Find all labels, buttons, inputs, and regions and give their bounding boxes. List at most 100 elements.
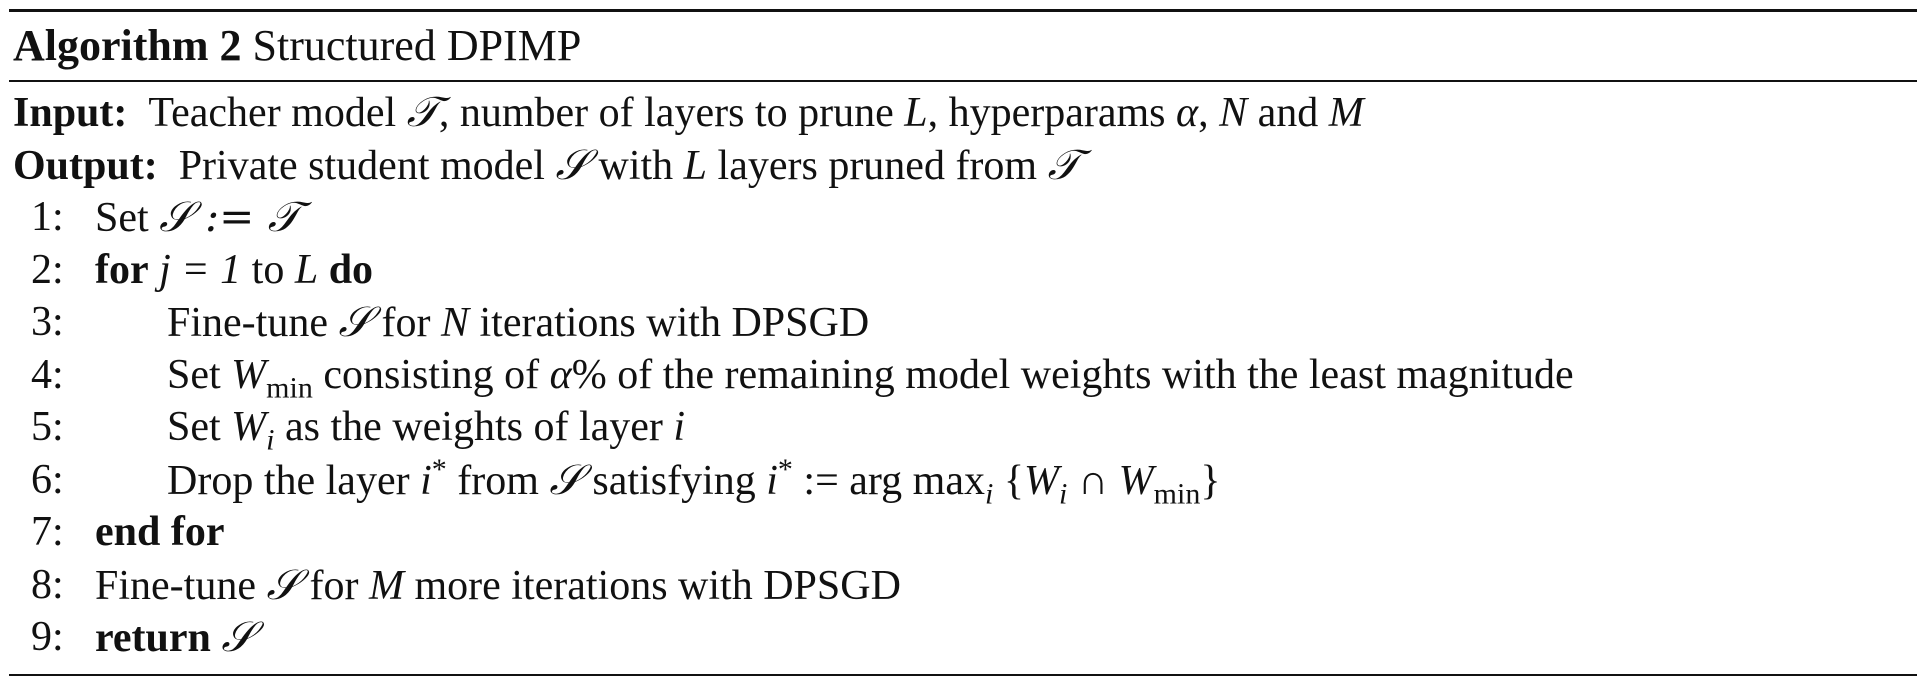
n-symbol: N — [440, 300, 469, 346]
subscript: i — [266, 423, 275, 457]
student-symbol: 𝒮 — [221, 612, 254, 661]
layers-symbol: L — [904, 90, 928, 136]
line-statement: Fine-tune 𝒮 for N iterations with DPSGD — [167, 296, 869, 350]
m-symbol: M — [1328, 90, 1364, 136]
output-line: Output: Private student model 𝒮 with L l… — [9, 139, 1917, 192]
algorithm-line: 6: Drop the layer i* from 𝒮 satisfying i… — [9, 454, 1917, 508]
input-text-e: and — [1247, 90, 1329, 136]
argmax-operator: := arg max — [792, 457, 985, 504]
subscript: min — [1153, 476, 1201, 510]
line-text: for — [298, 562, 369, 609]
line-statement: return 𝒮 — [95, 611, 254, 665]
line-text: for — [370, 300, 441, 346]
end-for-keyword: end for — [95, 509, 225, 555]
algorithm-line: 5: Set Wi as the weights of layer i — [9, 401, 1917, 457]
i-symbol: i — [420, 457, 432, 504]
algorithm-title: Structured DPIMP — [252, 21, 582, 70]
input-text-d: , — [1198, 90, 1220, 136]
subscript: min — [266, 370, 313, 404]
line-text: Fine-tune — [167, 300, 339, 346]
line-text: iterations with DPSGD — [468, 300, 870, 346]
line-number: 3: — [31, 299, 64, 345]
line-text: more iterations with DPSGD — [403, 562, 901, 609]
student-symbol: 𝒮 — [549, 454, 582, 504]
line-statement: Fine-tune 𝒮 for M more iterations with D… — [95, 559, 901, 613]
layers-symbol: L — [683, 142, 708, 189]
line-statement: Set Wmin consisting of α% of the remaini… — [167, 349, 1574, 404]
line-number: 9: — [31, 614, 64, 660]
line-text: Set — [167, 351, 232, 398]
alpha-symbol: α — [549, 351, 572, 398]
output-text-c: layers pruned from — [707, 142, 1048, 189]
math-expression: j = 1 — [159, 246, 242, 293]
algorithm-line: 9: return 𝒮 — [9, 611, 1917, 664]
return-keyword: return — [95, 615, 211, 661]
algorithm-box: Algorithm 2 Structured DPIMP Input: Teac… — [9, 9, 1917, 676]
line-number: 5: — [31, 404, 64, 450]
line-text: Drop the layer — [167, 457, 421, 504]
input-text-c: , hyperparams — [927, 90, 1177, 136]
output-text-a: Private student model — [178, 142, 556, 189]
brace-close: } — [1200, 457, 1221, 504]
line-statement: Set 𝒮 := 𝒯 — [95, 191, 300, 245]
line-text: to — [241, 246, 295, 293]
line-number: 8: — [31, 561, 64, 608]
do-keyword: do — [328, 246, 374, 293]
algorithm-line: 7: end for — [9, 506, 1917, 559]
line-text: Fine-tune — [95, 562, 267, 609]
caption-rule — [9, 80, 1917, 82]
w-symbol: W — [1023, 457, 1059, 504]
line-statement: for j = 1 to L do — [95, 244, 373, 297]
algorithm-line: 3: Fine-tune 𝒮 for N iterations with DPS… — [9, 296, 1917, 349]
input-line: Input: Teacher model 𝒯, number of layers… — [9, 86, 1917, 139]
teacher-symbol: 𝒯 — [406, 87, 439, 136]
algorithm-line: 4: Set Wmin consisting of α% of the rema… — [9, 349, 1917, 404]
student-symbol: 𝒮 — [266, 559, 299, 609]
top-rule — [9, 9, 1917, 12]
w-symbol: W — [1118, 457, 1154, 504]
student-symbol: 𝒮 — [338, 297, 371, 346]
algorithm-line: 2: for j = 1 to L do — [9, 244, 1917, 297]
alpha-symbol: α — [1176, 90, 1199, 136]
subscript: i — [984, 476, 994, 510]
line-text: from — [446, 457, 550, 504]
line-statement: Set Wi as the weights of layer i — [167, 401, 686, 457]
line-text: consisting of — [312, 351, 550, 398]
algorithm-line: 1: Set 𝒮 := 𝒯 — [9, 191, 1917, 244]
line-text: Set — [95, 195, 160, 241]
line-text: % of the remaining model weights with th… — [571, 351, 1574, 398]
student-symbol: 𝒮 — [555, 139, 588, 189]
algorithm-line: 8: Fine-tune 𝒮 for M more iterations wit… — [9, 559, 1917, 612]
superscript: * — [777, 452, 793, 486]
algorithm-caption: Algorithm 2 Structured DPIMP — [9, 12, 1917, 80]
for-keyword: for — [95, 246, 149, 293]
n-symbol: N — [1219, 90, 1248, 136]
input-text-b: , number of layers to prune — [438, 90, 905, 136]
output-text-b: with — [588, 142, 684, 189]
superscript: * — [431, 452, 447, 486]
line-number: 1: — [31, 194, 64, 240]
subscript: i — [1058, 476, 1068, 510]
intersection-operator: ∩ — [1067, 457, 1119, 504]
line-number: 4: — [31, 351, 64, 398]
i-symbol: i — [766, 457, 778, 504]
line-number: 2: — [31, 246, 64, 293]
i-symbol: i — [673, 404, 686, 450]
line-text: as the weights of layer — [274, 404, 674, 450]
algorithm-label: Algorithm 2 — [13, 21, 242, 70]
algorithm-body: Input: Teacher model 𝒯, number of layers… — [9, 82, 1917, 664]
layers-symbol: L — [294, 246, 319, 293]
input-keyword: Input: — [13, 90, 128, 136]
line-text: Set — [167, 404, 232, 450]
line-number: 7: — [31, 509, 64, 555]
w-symbol: W — [231, 351, 267, 398]
output-keyword: Output: — [13, 142, 158, 189]
w-symbol: W — [231, 404, 267, 450]
input-text-a: Teacher model — [148, 90, 407, 136]
math-expression: 𝒮 := 𝒯 — [159, 192, 300, 241]
line-statement: Drop the layer i* from 𝒮 satisfying i* :… — [167, 454, 1221, 508]
line-text: satisfying — [581, 457, 767, 504]
m-symbol: M — [368, 562, 404, 609]
teacher-symbol: 𝒯 — [1047, 139, 1080, 189]
brace-open: { — [993, 457, 1024, 504]
